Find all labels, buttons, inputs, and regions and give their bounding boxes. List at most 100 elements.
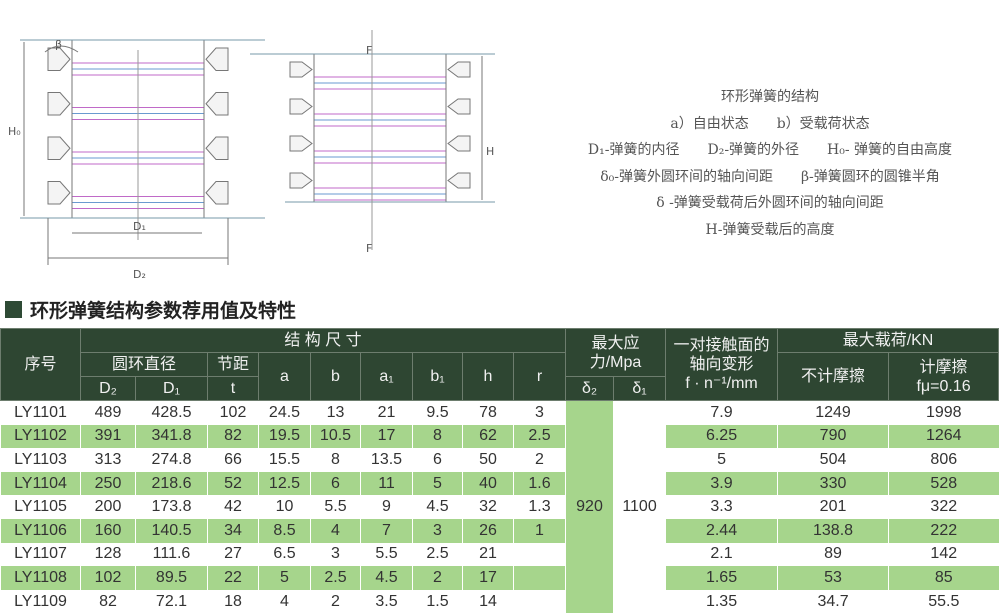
col-r: r xyxy=(512,352,567,401)
table-cell: 8.5 xyxy=(258,518,311,543)
outer-ring-section xyxy=(47,181,71,205)
col-no-friction: 不计摩擦 xyxy=(777,352,890,401)
D2-label: D₂ xyxy=(133,268,146,281)
table-cell: 8 xyxy=(412,424,463,449)
table-cell: 27 xyxy=(207,542,259,567)
col-a1: a₁ xyxy=(360,352,413,401)
table-cell: 428.5 xyxy=(135,400,208,425)
legend-states: a）自由状态 b）受载荷状态 xyxy=(670,115,870,132)
table-row: LY1108 102 89.5 22 5 2.5 4.5 2 17 1.65 53 85 xyxy=(0,566,999,590)
table-cell: 50 xyxy=(462,448,514,472)
table-cell: 3.9 xyxy=(665,471,778,496)
table-cell: 1.65 xyxy=(665,566,778,590)
table-cell: LY1101 xyxy=(0,400,81,425)
table-row: LY1101 489 428.5 102 24.5 13 21 9.5 78 3 920 1100 7.… xyxy=(0,400,999,613)
table-cell: LY1103 xyxy=(0,448,81,472)
table-cell: 13 xyxy=(310,400,361,425)
outer-ring-section xyxy=(447,61,471,78)
outer-ring-section xyxy=(447,172,471,189)
table-cell: 2 xyxy=(412,566,463,590)
table-cell: 12.5 xyxy=(258,471,311,496)
table-cell: 6 xyxy=(412,448,463,472)
table-cell: 4 xyxy=(310,518,361,543)
table-cell: 489 xyxy=(80,400,136,425)
table-cell: 2.44 xyxy=(665,518,778,543)
table-cell: 34 xyxy=(207,518,259,543)
table-cell: 4.5 xyxy=(412,495,463,519)
beta-label: β xyxy=(55,38,62,51)
table-cell: 10 xyxy=(258,495,311,519)
outer-ring-section xyxy=(47,136,71,160)
outer-ring-section xyxy=(205,136,229,160)
table-cell: 26 xyxy=(462,518,514,543)
table-cell: 17 xyxy=(360,424,413,449)
table-cell: LY1108 xyxy=(0,566,81,590)
table-cell: 13.5 xyxy=(360,448,413,472)
outer-ring-section xyxy=(205,92,229,116)
table-cell: 274.8 xyxy=(135,448,208,472)
outer-ring-section xyxy=(447,135,471,152)
col-pitch: 节距 xyxy=(207,352,259,377)
table-cell: 2.5 xyxy=(512,424,566,449)
table-cell: 11 xyxy=(360,471,413,496)
table-cell: 82 xyxy=(207,424,259,449)
table-cell: 7.9 xyxy=(665,400,778,425)
table-cell: 2 xyxy=(310,589,361,613)
col-a: a xyxy=(258,352,311,401)
table-cell: 6 xyxy=(310,471,361,496)
table-row: LY1105 200 173.8 42 10 5.5 9 4.5 32 1.3 3.3 201 322 xyxy=(0,495,999,519)
table-cell: 55.5 xyxy=(888,589,999,613)
outer-ring-section xyxy=(289,172,313,189)
table-cell: 82 xyxy=(80,589,136,613)
table-cell: 78 xyxy=(462,400,514,425)
col-deform: 一对接触面的轴向变形 f · n⁻¹/mm xyxy=(665,328,779,401)
col-friction: 计摩擦 fμ=0.16 xyxy=(888,352,1000,401)
col-b1: b₁ xyxy=(412,352,463,401)
table-cell: 17 xyxy=(462,566,514,590)
table-cell: 201 xyxy=(777,495,889,519)
table-cell: 250 xyxy=(80,471,136,496)
table-cell: 89 xyxy=(777,542,889,567)
table-cell: 53 xyxy=(777,566,889,590)
D1-label: D₁ xyxy=(133,220,146,233)
table-cell: 3.3 xyxy=(665,495,778,519)
table-cell: 7 xyxy=(360,518,413,543)
outer-ring-section xyxy=(47,92,71,116)
table-cell: LY1106 xyxy=(0,518,81,543)
table-cell: 1.6 xyxy=(512,471,566,496)
deform-label: 一对接触面的轴向变形 xyxy=(673,337,770,373)
col-delta2: δ₂ xyxy=(565,376,615,401)
table-cell: 102 xyxy=(80,566,136,590)
col-ring-diameter: 圆环直径 xyxy=(80,352,208,377)
table-row: LY1109 82 72.1 18 4 2 3.5 1.5 14 1.35 34.7 55.5 xyxy=(0,589,999,613)
table-cell: 313 xyxy=(80,448,136,472)
table-cell: 504 xyxy=(777,448,889,472)
table-cell: 3.5 xyxy=(360,589,413,613)
table-cell: 9 xyxy=(360,495,413,519)
table-cell: LY1109 xyxy=(0,589,81,613)
table-cell: 1 xyxy=(512,518,566,543)
table-cell: 111.6 xyxy=(135,542,208,567)
table-cell: 66 xyxy=(207,448,259,472)
table-cell: 806 xyxy=(888,448,999,472)
stress-delta1-cell: 1100 xyxy=(613,400,666,613)
table-cell xyxy=(512,589,566,613)
legend-line: D₁-弹簧的内径 D₂-弹簧的外径 H₀- 弹簧的自由高度 xyxy=(587,142,953,158)
H-label: H xyxy=(486,145,494,158)
table-cell: 8 xyxy=(310,448,361,472)
col-stress: 最大应力/Mpa xyxy=(565,328,667,377)
table-cell: 62 xyxy=(462,424,514,449)
table-cell: 32 xyxy=(462,495,514,519)
table-cell: LY1104 xyxy=(0,471,81,496)
table-cell: 322 xyxy=(888,495,999,519)
section-title-text: 环形弹簧结构参数荐用值及特性 xyxy=(30,300,297,322)
outer-ring-section xyxy=(47,47,71,71)
table-cell: 160 xyxy=(80,518,136,543)
table-cell: 5.5 xyxy=(360,542,413,567)
table-row: LY1107 128 111.6 27 6.5 3 5.5 2.5 21 2.1 89 142 xyxy=(0,542,999,567)
col-D2: D₂ xyxy=(80,376,136,401)
table-cell: 9.5 xyxy=(412,400,463,425)
table-cell: LY1105 xyxy=(0,495,81,519)
friction-label: 计摩擦 xyxy=(919,358,968,376)
table-cell: 142 xyxy=(888,542,999,567)
